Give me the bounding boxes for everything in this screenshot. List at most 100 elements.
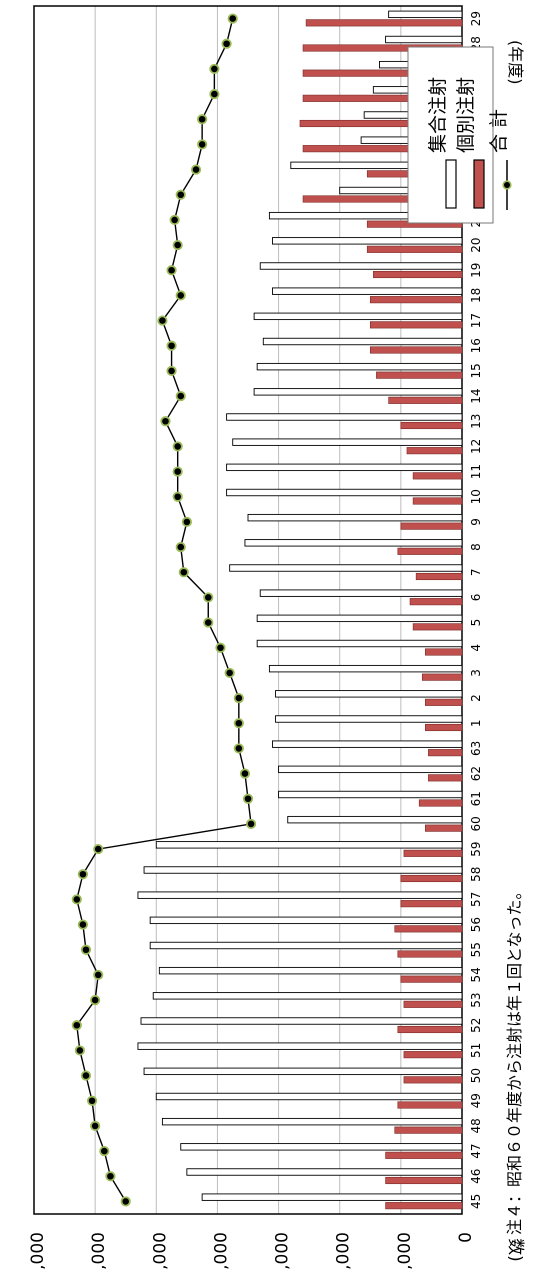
x-tick-label: 18 [469,288,483,303]
total-point [178,567,189,578]
bar-group-injection [186,1168,463,1176]
x-tick-label: 17 [469,313,483,328]
bar-group-injection [253,312,463,321]
x-tick-label: 47 [469,1143,483,1158]
bar-individual-injection [400,421,463,430]
bar-group-injection [272,740,463,748]
bar-group-injection [247,513,463,522]
bar-group-injection [232,438,463,446]
total-point [181,516,192,528]
bar-individual-injection [373,270,463,279]
bar-group-injection [256,362,463,371]
total-point [99,1145,110,1157]
x-tick-label: 2 [469,694,483,702]
total-point [77,869,89,880]
bar-individual-injection [400,522,463,530]
bar-individual-injection [385,1151,463,1159]
bar-group-injection [155,841,463,849]
total-point [80,944,92,955]
x-tick-label: 53 [469,992,483,1007]
x-tick-label: 46 [469,1169,483,1184]
bar-individual-injection [366,245,463,253]
bar-group-injection [152,992,463,1000]
bar-group-injection [278,765,463,774]
bar-individual-injection [425,723,463,732]
bar-individual-injection [412,472,463,480]
x-tick-label: 54 [469,967,483,982]
bar-individual-injection [421,673,463,681]
bar-individual-injection [418,799,463,807]
x-tick-label: 10 [469,489,483,504]
x-tick-label: 16 [469,338,483,353]
total-point [77,919,89,930]
total-point [90,994,101,1006]
total-point [71,1020,82,1031]
bar-group-injection [262,337,463,346]
total-point [190,164,202,175]
total-point [233,743,244,754]
total-point [74,1045,85,1056]
bar-group-injection [158,966,463,975]
total-point [90,1120,101,1132]
legend-label-individual: 個別注射 [455,77,477,153]
x-tick-label: 58 [469,867,483,882]
bar-individual-injection [369,346,463,354]
bar-group-injection [259,589,463,597]
bar-individual-injection [425,824,463,832]
x-tick-label: 3 [469,669,483,677]
x-tick-label: 15 [469,363,483,378]
y-tick-label: 60,000 [89,1232,109,1270]
total-point [203,592,214,603]
total-point [172,239,183,251]
x-tick-label: 4 [469,644,483,652]
bar-individual-injection [428,749,463,757]
bar-group-injection [161,1117,463,1126]
bar-individual-injection [425,648,463,656]
bar-individual-injection [409,598,463,606]
x-tick-label: 57 [469,892,483,907]
bar-group-injection [275,715,463,723]
bar-individual-injection [397,1025,463,1034]
x-tick-label: 56 [469,917,483,932]
bar-group-injection [272,287,463,295]
bar-individual-injection [388,396,463,404]
bar-individual-injection [394,925,463,933]
y-tick-label: 50,000 [150,1232,170,1270]
bar-group-injection [137,1042,463,1050]
bar-individual-injection [400,975,463,983]
total-point [93,843,104,855]
total-point [209,88,220,100]
total-point [203,617,214,628]
bar-individual-injection [397,547,463,555]
bar-group-injection [259,262,463,270]
x-tick-label: 61 [469,791,483,806]
bar-group-injection [149,941,463,950]
x-tick-label: 9 [469,518,483,526]
total-point [197,139,208,150]
total-point [233,692,244,704]
y-tick-label: 40,000 [211,1232,231,1270]
bar-group-injection [272,237,463,245]
legend-label-group: 集合注射 [427,77,449,153]
total-point [215,642,226,653]
legend-marker-total [502,180,512,190]
y-tick-label: 0 [456,1232,476,1243]
bar-group-injection [244,539,463,547]
total-point [172,466,183,477]
bar-group-injection [287,815,463,824]
bar-individual-injection [406,447,463,455]
plot-area-border [33,5,463,1215]
bar-group-injection [388,10,463,19]
bar-individual-injection [403,1076,463,1084]
bar-group-injection [229,564,463,572]
x-tick-label: 62 [469,766,483,781]
bar-individual-injection [400,874,463,883]
note-4: 注４：昭和６０年度から注射は年１回となった。 [505,883,524,1235]
x-tick-label: 6 [469,594,483,602]
bar-individual-injection [400,900,463,908]
total-point [175,541,186,553]
x-tick-label: 49 [469,1093,483,1108]
bar-group-injection [226,463,463,472]
bar-individual-injection [394,1126,463,1134]
